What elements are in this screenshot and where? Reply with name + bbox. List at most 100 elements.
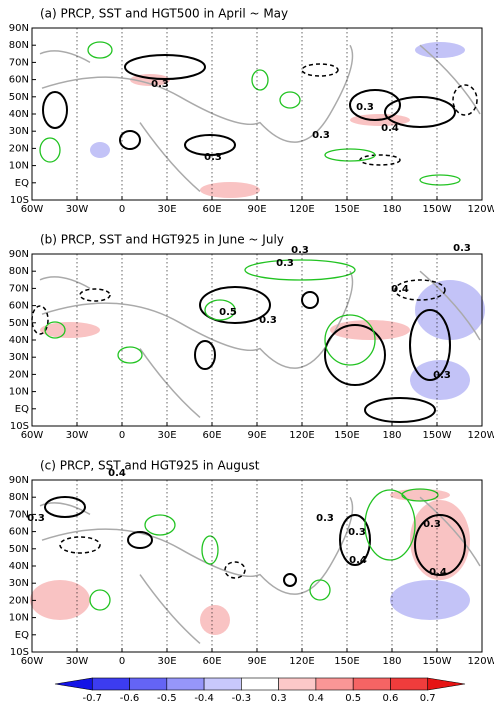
colorbar-box <box>129 677 168 691</box>
lon-label: 150W <box>423 204 452 215</box>
lon-label: 150E <box>334 204 359 215</box>
contour-label: 0.3 <box>27 513 45 524</box>
lat-label: 50N <box>9 544 29 555</box>
contour <box>39 137 61 163</box>
contour <box>452 84 478 116</box>
lat-label: 20N <box>9 369 29 380</box>
contour <box>194 340 216 370</box>
contour-label: 0.3 <box>204 152 222 163</box>
coastline <box>39 496 481 644</box>
contour <box>419 174 461 186</box>
contour <box>301 63 339 77</box>
contour-label: 0.3 <box>348 527 366 538</box>
contour <box>184 134 236 156</box>
contour <box>394 279 446 301</box>
lat-label: 10N <box>9 387 29 398</box>
lon-label: 30W <box>66 204 89 215</box>
map-border <box>31 253 483 427</box>
lat-label: 20N <box>9 595 29 606</box>
lat-label: 10S <box>10 421 29 432</box>
anomaly-shading <box>30 580 90 620</box>
contour <box>199 286 271 324</box>
colorbar-label: 0.3 <box>271 693 287 703</box>
contour-label: 0.3 <box>316 513 334 524</box>
lon-label: 120W <box>468 204 494 215</box>
lon-label: 90E <box>247 430 266 441</box>
lat-label: 70N <box>9 283 29 294</box>
colorbar-label: -0.6 <box>120 693 140 703</box>
contour <box>409 309 451 381</box>
lat-label: 30N <box>9 578 29 589</box>
lon-label: 180 <box>382 656 401 667</box>
contour <box>87 41 113 59</box>
contour <box>59 536 101 554</box>
anomaly-shading <box>200 605 230 635</box>
anomaly-shading <box>390 580 470 620</box>
contour-label: 0.3 <box>259 315 277 326</box>
colorbar-box <box>315 677 354 691</box>
panel-title: (c) PRCP, SST and HGT925 in August <box>40 459 260 473</box>
lon-label: 0 <box>119 430 125 441</box>
colorbar-end <box>54 677 93 691</box>
contour <box>349 89 401 121</box>
contour-label: 0.4 <box>391 284 409 295</box>
map-panel: (c) PRCP, SST and HGT925 in August 60W 30W… <box>9 459 494 668</box>
colorbar-end <box>427 677 466 691</box>
lon-label: 180 <box>382 204 401 215</box>
contour <box>301 291 319 309</box>
colorbar-label: 0.6 <box>383 693 399 703</box>
contour <box>127 531 153 549</box>
map-panel: (a) PRCP, SST and HGT500 in April ~ May 6… <box>9 7 494 216</box>
lat-label: 60N <box>9 75 29 86</box>
lat-label: 90N <box>9 249 29 260</box>
lat-label: 60N <box>9 527 29 538</box>
lon-label: 150E <box>334 430 359 441</box>
contour <box>339 514 371 566</box>
map-frame <box>32 28 482 200</box>
contour-label: 0.3 <box>356 102 374 113</box>
lat-label: 90N <box>9 23 29 34</box>
lon-label: 180 <box>382 430 401 441</box>
anomaly-shading <box>410 360 470 400</box>
lat-label: 20N <box>9 143 29 154</box>
contour <box>224 561 246 579</box>
colorbar-label: -0.7 <box>83 693 103 703</box>
lon-label: 30W <box>66 430 89 441</box>
lon-label: 120E <box>289 430 314 441</box>
anomaly-shading <box>390 489 450 501</box>
lat-label: 10S <box>10 195 29 206</box>
contour <box>89 589 111 611</box>
colorbar-box <box>203 677 242 691</box>
lat-label: 60N <box>9 301 29 312</box>
lon-label: 0 <box>119 656 125 667</box>
lon-label: 90E <box>247 656 266 667</box>
contour-label: 0.4 <box>429 567 447 578</box>
contour <box>244 259 356 281</box>
contour <box>31 305 49 335</box>
colorbar-box <box>166 677 205 691</box>
lon-label: 150W <box>423 430 452 441</box>
contour <box>42 91 68 129</box>
lat-label: 30N <box>9 352 29 363</box>
lon-label: 120W <box>468 430 494 441</box>
contour <box>204 299 236 321</box>
lon-label: 30E <box>157 656 176 667</box>
coastline <box>39 44 481 192</box>
contour <box>124 54 206 80</box>
lat-label: EQ <box>15 178 29 189</box>
contour-label: 0.3 <box>312 130 330 141</box>
contour-label: 0.4 <box>381 123 399 134</box>
contour <box>401 488 439 502</box>
lon-label: 60W <box>21 430 44 441</box>
contour <box>384 96 456 128</box>
panel-title: (a) PRCP, SST and HGT500 in April ~ May <box>40 7 288 21</box>
contour <box>201 535 219 565</box>
contour-label: 0.3 <box>433 370 451 381</box>
map-frame <box>32 480 482 652</box>
lon-label: 30E <box>157 204 176 215</box>
contour <box>279 91 301 109</box>
lat-label: 80N <box>9 40 29 51</box>
contour-label: 0.3 <box>276 258 294 269</box>
contour <box>251 69 269 91</box>
